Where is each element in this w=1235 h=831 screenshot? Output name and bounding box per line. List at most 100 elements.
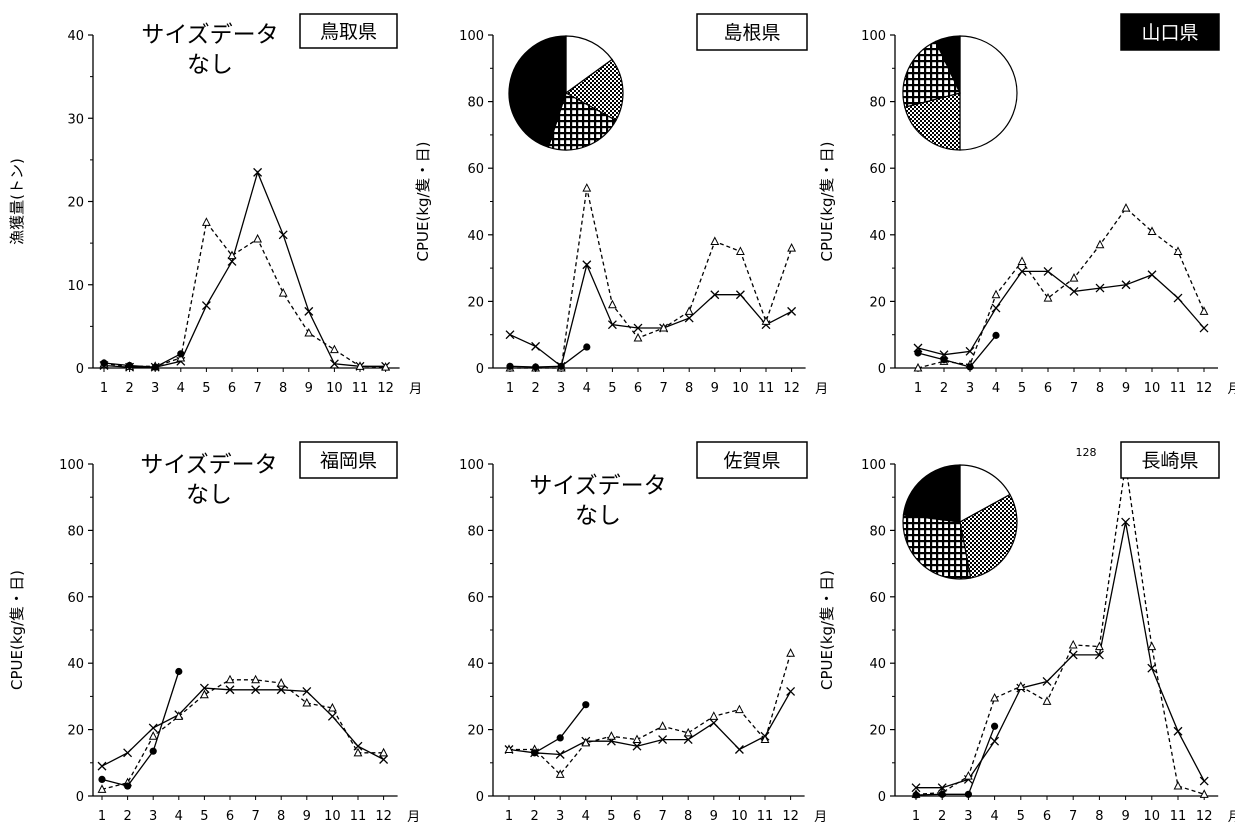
series-line xyxy=(915,726,996,796)
triangle-point xyxy=(327,702,337,712)
triangle-point xyxy=(278,287,288,297)
dot-point xyxy=(992,331,1000,339)
dot-point xyxy=(532,363,540,371)
triangle-point xyxy=(760,734,770,744)
x-tick-label: 2 xyxy=(938,809,946,824)
triangle-point xyxy=(659,322,669,332)
dot-point xyxy=(556,734,564,742)
cross-point xyxy=(991,303,1001,313)
y-tick-label: 20 xyxy=(869,724,886,739)
x-tick-label: 8 xyxy=(1096,381,1104,396)
triangle-point xyxy=(734,704,744,714)
series-line xyxy=(101,671,180,787)
triangle-point xyxy=(787,243,797,252)
dot-point xyxy=(912,791,920,799)
cross-point xyxy=(1147,270,1157,280)
triangle-point xyxy=(379,747,389,757)
dot-point xyxy=(177,350,185,358)
series-dot xyxy=(100,350,185,371)
triangle-point xyxy=(304,327,314,337)
x-tick-label: 4 xyxy=(583,381,591,396)
cross-point xyxy=(379,755,389,764)
triangle-point xyxy=(1017,256,1027,265)
dot-point xyxy=(124,782,132,790)
prefecture-label: 島根県 xyxy=(723,22,780,44)
cross-point xyxy=(505,330,515,340)
no-size-data-note: サイズデータ xyxy=(140,452,277,478)
month-unit-label: 月 xyxy=(814,810,827,825)
y-tick-label: 80 xyxy=(869,524,886,539)
y-tick-label: 0 xyxy=(76,362,84,377)
y-tick-label: 40 xyxy=(467,657,484,672)
pie-slice-3 xyxy=(508,35,567,148)
x-tick-label: 10 xyxy=(1144,381,1161,396)
cross-point xyxy=(276,685,286,695)
y-tick-label: 20 xyxy=(67,196,84,211)
x-tick-label: 12 xyxy=(375,809,392,824)
cross-point xyxy=(1095,283,1105,293)
triangle-point xyxy=(1016,681,1026,690)
y-axis-title: CPUE(kg/隻・日) xyxy=(8,570,26,690)
x-tick-label: 9 xyxy=(710,809,718,824)
triangle-point xyxy=(1121,203,1131,212)
x-tick-label: 10 xyxy=(326,381,343,396)
triangle-point xyxy=(582,183,592,192)
cross-point xyxy=(251,685,261,695)
y-tick-label: 60 xyxy=(67,591,84,606)
x-tick-label: 11 xyxy=(350,809,367,824)
triangle-point xyxy=(709,711,719,720)
x-tick-label: 4 xyxy=(175,809,183,824)
series-line xyxy=(103,170,386,368)
cross-point xyxy=(734,745,744,754)
series-cross xyxy=(505,260,797,371)
x-tick-label: 7 xyxy=(1069,809,1077,824)
x-tick-label: 12 xyxy=(783,381,800,396)
x-tick-label: 11 xyxy=(1170,381,1187,396)
dot-point xyxy=(151,363,159,371)
x-tick-label: 1 xyxy=(912,809,920,824)
cross-point xyxy=(1068,650,1078,660)
series-line xyxy=(509,653,792,776)
triangle-point xyxy=(225,674,235,684)
x-tick-label: 8 xyxy=(1095,809,1103,824)
size-composition-pie xyxy=(902,35,1018,151)
triangle-point xyxy=(1147,641,1157,651)
y-tick-label: 30 xyxy=(67,112,84,127)
triangle-point xyxy=(1147,226,1157,235)
triangle-point xyxy=(302,697,312,707)
cross-point xyxy=(123,748,133,758)
prefecture-label-box xyxy=(696,13,808,51)
prefecture-label-box xyxy=(299,441,398,479)
triangle-point xyxy=(658,721,668,730)
y-tick-label: 20 xyxy=(869,295,886,310)
x-tick-label: 6 xyxy=(634,381,642,396)
pie-slice-3 xyxy=(902,464,961,523)
triangle-point xyxy=(174,711,184,720)
triangle-point xyxy=(735,246,745,255)
triangle-point xyxy=(990,692,1000,702)
triangle-point xyxy=(355,361,365,370)
x-tick-label: 5 xyxy=(608,381,616,396)
y-tick-label: 0 xyxy=(878,362,886,377)
no-size-data-note: なし xyxy=(187,52,233,78)
cross-point xyxy=(965,346,975,356)
triangle-point xyxy=(991,289,1001,299)
x-tick-label: 1 xyxy=(506,381,514,396)
x-tick-label: 7 xyxy=(658,809,666,824)
triangle-point xyxy=(710,236,720,245)
series-dot xyxy=(914,331,1000,371)
y-tick-label: 100 xyxy=(459,458,484,473)
y-tick-label: 0 xyxy=(76,790,84,805)
cross-point xyxy=(201,301,211,311)
triangle-point xyxy=(97,784,107,793)
x-tick-label: 5 xyxy=(1018,381,1026,396)
y-tick-label: 20 xyxy=(67,724,84,739)
series-triangle xyxy=(504,648,796,778)
prefecture-label: 山口県 xyxy=(1141,22,1198,44)
x-tick-label: 8 xyxy=(279,381,287,396)
cross-point xyxy=(225,685,235,695)
x-tick-label: 2 xyxy=(123,809,131,824)
series-triangle xyxy=(505,183,797,372)
